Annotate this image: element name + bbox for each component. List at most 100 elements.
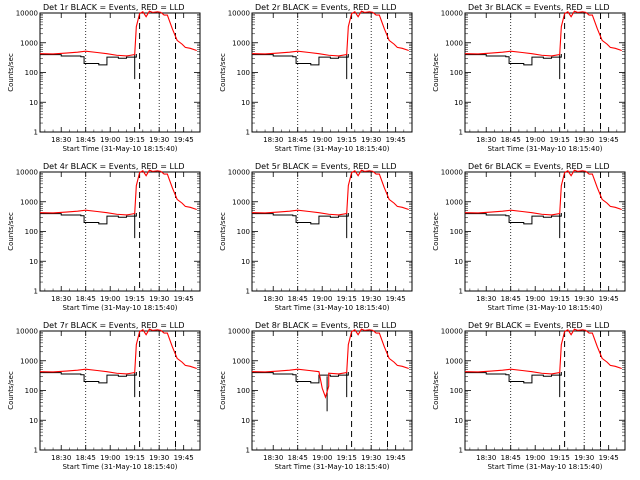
panel-8: Det 8r BLACK = Events, RED = LLD 1 10 100 10…: [219, 321, 413, 471]
x-axis-label: Start Time (31-May-10 18:15:40): [274, 463, 389, 471]
x-tick-label: 19:30: [149, 454, 169, 462]
y-tick-label: 10: [241, 417, 250, 425]
x-tick-label: 19:30: [149, 295, 169, 303]
events-series-line: [252, 212, 349, 225]
x-tick-label: 19:45: [386, 136, 406, 144]
y-axis-label: Counts/sec: [432, 53, 440, 92]
y-tick-label: 10000: [16, 169, 38, 177]
y-tick-label: 10000: [16, 328, 38, 336]
y-tick-label: 1: [459, 129, 463, 137]
panel-6: Det 6r BLACK = Events, RED = LLD 1 10 100 10…: [432, 162, 626, 312]
x-axis-label: Start Time (31-May-10 18:15:40): [487, 304, 602, 312]
lld-series-line: [464, 10, 622, 57]
y-tick-label: 1: [34, 129, 38, 137]
y-tick-label: 10: [241, 99, 250, 107]
lld-series-line: [464, 169, 622, 216]
panel-title: Det 9r BLACK = Events, RED = LLD: [468, 321, 610, 330]
y-tick-label: 100: [450, 228, 463, 236]
panel-title: Det 3r BLACK = Events, RED = LLD: [468, 3, 610, 12]
events-series-line: [40, 53, 137, 66]
x-tick-label: 19:00: [525, 295, 545, 303]
y-tick-label: 1000: [445, 357, 463, 365]
lld-series-line: [39, 10, 197, 57]
y-tick-label: 1000: [20, 198, 38, 206]
x-tick-label: 19:15: [337, 136, 357, 144]
panel-title: Det 4r BLACK = Events, RED = LLD: [43, 162, 185, 171]
panel-title: Det 6r BLACK = Events, RED = LLD: [468, 162, 610, 171]
x-tick-label: 19:15: [125, 295, 145, 303]
y-axis-label: Counts/sec: [7, 53, 15, 92]
events-series-line: [465, 212, 562, 225]
x-tick-label: 19:15: [125, 136, 145, 144]
x-tick-label: 19:15: [550, 454, 570, 462]
panel-title: Det 5r BLACK = Events, RED = LLD: [255, 162, 397, 171]
x-axis-label: Start Time (31-May-10 18:15:40): [274, 304, 389, 312]
y-tick-label: 10: [454, 417, 463, 425]
x-tick-label: 19:30: [574, 295, 594, 303]
panel-1: Det 1r BLACK = Events, RED = LLD 1 10 100 10…: [7, 3, 201, 153]
x-tick-label: 18:45: [76, 295, 96, 303]
y-tick-label: 1: [34, 447, 38, 455]
x-tick-label: 18:45: [288, 295, 308, 303]
x-tick-label: 19:00: [312, 454, 332, 462]
panel-4: Det 4r BLACK = Events, RED = LLD 1 10 100 10…: [7, 162, 201, 312]
x-tick-label: 18:30: [263, 454, 283, 462]
y-tick-label: 1000: [232, 198, 250, 206]
events-series-line: [252, 53, 349, 66]
panel-title: Det 1r BLACK = Events, RED = LLD: [43, 3, 185, 12]
lld-series-line: [251, 169, 409, 216]
y-tick-label: 10000: [441, 328, 463, 336]
x-tick-label: 19:00: [100, 454, 120, 462]
y-tick-label: 10000: [228, 10, 250, 18]
lld-series-line: [251, 328, 409, 399]
y-tick-label: 1: [246, 129, 250, 137]
x-tick-label: 18:45: [501, 454, 521, 462]
x-tick-label: 18:30: [51, 454, 71, 462]
x-tick-label: 18:30: [476, 136, 496, 144]
panel-9: Det 9r BLACK = Events, RED = LLD 1 10 100 10…: [432, 321, 626, 471]
y-tick-label: 10: [454, 258, 463, 266]
y-tick-label: 1000: [232, 39, 250, 47]
y-tick-label: 1000: [20, 357, 38, 365]
x-tick-label: 19:00: [312, 136, 332, 144]
x-axis-label: Start Time (31-May-10 18:15:40): [274, 145, 389, 153]
y-tick-label: 100: [237, 228, 250, 236]
y-tick-label: 100: [450, 387, 463, 395]
x-tick-label: 19:45: [599, 136, 619, 144]
y-tick-label: 10000: [441, 169, 463, 177]
x-tick-label: 18:45: [76, 136, 96, 144]
x-tick-label: 18:45: [501, 295, 521, 303]
y-axis-label: Counts/sec: [432, 212, 440, 251]
y-tick-label: 10000: [228, 169, 250, 177]
x-tick-label: 18:30: [51, 136, 71, 144]
x-axis-label: Start Time (31-May-10 18:15:40): [62, 463, 177, 471]
panel-title: Det 7r BLACK = Events, RED = LLD: [43, 321, 185, 330]
x-tick-label: 18:30: [476, 295, 496, 303]
x-axis-label: Start Time (31-May-10 18:15:40): [62, 304, 177, 312]
y-axis-label: Counts/sec: [219, 212, 227, 251]
x-tick-label: 19:30: [574, 454, 594, 462]
y-tick-label: 10000: [441, 10, 463, 18]
x-tick-label: 19:30: [574, 136, 594, 144]
x-tick-label: 19:15: [550, 136, 570, 144]
y-tick-label: 10000: [228, 328, 250, 336]
lld-series-line: [39, 169, 197, 216]
events-series-line: [40, 371, 137, 384]
events-series-line: [465, 371, 562, 384]
y-tick-label: 10: [29, 258, 38, 266]
y-tick-label: 1: [459, 447, 463, 455]
y-axis-label: Counts/sec: [219, 371, 227, 410]
y-tick-label: 100: [237, 69, 250, 77]
x-tick-label: 19:00: [525, 454, 545, 462]
x-axis-label: Start Time (31-May-10 18:15:40): [487, 463, 602, 471]
y-tick-label: 1: [246, 447, 250, 455]
panel-title: Det 8r BLACK = Events, RED = LLD: [255, 321, 397, 330]
y-tick-label: 10000: [16, 10, 38, 18]
y-tick-label: 100: [25, 69, 38, 77]
y-tick-label: 1: [246, 288, 250, 296]
y-tick-label: 100: [25, 387, 38, 395]
events-series-line: [252, 371, 349, 384]
x-tick-label: 18:45: [76, 454, 96, 462]
panel-title: Det 2r BLACK = Events, RED = LLD: [255, 3, 397, 12]
